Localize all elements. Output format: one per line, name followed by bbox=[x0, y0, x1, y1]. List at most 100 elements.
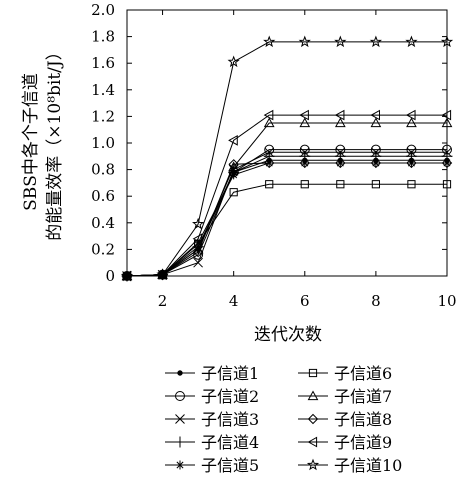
data-point bbox=[120, 269, 134, 282]
y-tick-label: 2.0 bbox=[91, 1, 115, 19]
legend-item: 子信道1 bbox=[165, 364, 259, 383]
x-axis-title: 迭代次数 bbox=[254, 325, 322, 345]
data-point bbox=[334, 117, 346, 128]
data-point bbox=[441, 117, 453, 128]
y-tick-label: 0.4 bbox=[91, 214, 115, 232]
series-line bbox=[126, 122, 447, 277]
x-tick-label: 8 bbox=[371, 292, 381, 310]
data-point bbox=[300, 180, 309, 189]
series-10 bbox=[120, 35, 454, 282]
legend-label: 子信道9 bbox=[334, 433, 392, 452]
plot-area: 0 0.2 0.4 0.6 0.8 1.0 1.2 1.4 1.6 1.8 2.0 2 4 6 8 10 bbox=[91, 1, 456, 310]
data-point bbox=[298, 35, 311, 48]
data-point bbox=[229, 188, 238, 197]
series-line bbox=[126, 159, 447, 277]
data-point bbox=[442, 180, 452, 189]
data-point bbox=[175, 460, 185, 470]
data-point bbox=[371, 180, 380, 189]
legend-item: 子信道7 bbox=[298, 387, 392, 406]
x-tick-label: 2 bbox=[158, 292, 168, 310]
data-point bbox=[156, 268, 169, 280]
data-point bbox=[306, 458, 320, 471]
data-point bbox=[370, 157, 382, 169]
data-point bbox=[227, 55, 240, 68]
data-point bbox=[407, 180, 416, 189]
data-point bbox=[175, 414, 185, 424]
data-point bbox=[307, 436, 318, 448]
data-point bbox=[307, 390, 319, 401]
legend-item: 子信道4 bbox=[165, 433, 259, 452]
legend-label: 子信道8 bbox=[334, 410, 392, 429]
legend-item: 子信道9 bbox=[298, 433, 392, 452]
data-point bbox=[405, 35, 418, 48]
data-point bbox=[441, 109, 452, 121]
data-point bbox=[299, 117, 311, 128]
y-axis-title-line1: SBS中各个子信道 bbox=[21, 73, 41, 211]
series-line bbox=[126, 151, 447, 277]
y-tick-label: 0.6 bbox=[91, 187, 115, 205]
data-point bbox=[193, 238, 203, 248]
data-point bbox=[370, 109, 380, 121]
data-point bbox=[405, 109, 416, 121]
data-point bbox=[406, 157, 417, 169]
data-point bbox=[334, 35, 347, 48]
y-tick-label: 1.4 bbox=[91, 81, 115, 99]
data-point bbox=[370, 117, 382, 128]
series-8 bbox=[121, 157, 453, 282]
data-point bbox=[175, 391, 185, 401]
y-tick-label: 0.8 bbox=[91, 161, 115, 179]
plot-frame bbox=[126, 9, 448, 277]
data-point bbox=[441, 157, 453, 169]
data-point bbox=[263, 117, 275, 128]
data-point bbox=[192, 217, 205, 230]
series-line bbox=[126, 183, 447, 277]
data-point bbox=[192, 233, 203, 245]
data-point bbox=[334, 109, 345, 121]
legend-item: 子信道10 bbox=[298, 456, 402, 475]
legend-label: 子信道3 bbox=[201, 410, 259, 429]
series-line bbox=[126, 162, 447, 277]
data-point bbox=[228, 134, 238, 146]
y-tick-label: 1.0 bbox=[91, 134, 115, 152]
legend-label: 子信道2 bbox=[201, 387, 259, 406]
series-line bbox=[126, 149, 447, 277]
data-point bbox=[336, 180, 345, 189]
series-9 bbox=[121, 109, 452, 282]
y-tick-label: 1.2 bbox=[91, 107, 115, 125]
x-tick-label: 4 bbox=[229, 292, 239, 310]
data-point bbox=[299, 109, 309, 121]
series-line bbox=[126, 155, 447, 277]
data-point bbox=[177, 370, 183, 376]
legend-label: 子信道4 bbox=[201, 433, 259, 452]
data-point bbox=[157, 269, 168, 279]
data-point bbox=[369, 35, 382, 48]
series-line bbox=[126, 162, 447, 277]
data-point bbox=[193, 257, 203, 268]
data-point bbox=[307, 413, 319, 425]
legend-item: 子信道3 bbox=[165, 410, 259, 429]
data-point bbox=[406, 117, 417, 128]
data-point bbox=[228, 159, 239, 170]
legend-label: 子信道5 bbox=[201, 456, 259, 475]
data-point bbox=[440, 35, 454, 48]
data-point bbox=[299, 157, 310, 169]
legend-item: 子信道2 bbox=[165, 387, 259, 406]
data-point bbox=[192, 246, 204, 258]
y-tick-label: 0.2 bbox=[91, 240, 115, 258]
series-line bbox=[126, 114, 447, 277]
series-2 bbox=[122, 144, 452, 281]
series-1 bbox=[124, 157, 450, 279]
data-point bbox=[308, 368, 318, 378]
y-tick-label: 0 bbox=[105, 267, 115, 285]
legend: 子信道1 子信道2 子信道3 子信道4 子信道5 子信道6 子信道7 子信道8 子信道9 子信道1… bbox=[165, 364, 402, 475]
data-point bbox=[229, 170, 239, 180]
legend-label: 子信道1 bbox=[201, 364, 259, 383]
data-point bbox=[264, 157, 275, 169]
data-point bbox=[263, 109, 274, 121]
legend-label: 子信道6 bbox=[334, 364, 392, 383]
series-line bbox=[126, 41, 447, 277]
data-point bbox=[265, 180, 274, 189]
data-point bbox=[335, 157, 346, 169]
x-tick-label: 6 bbox=[300, 292, 310, 310]
